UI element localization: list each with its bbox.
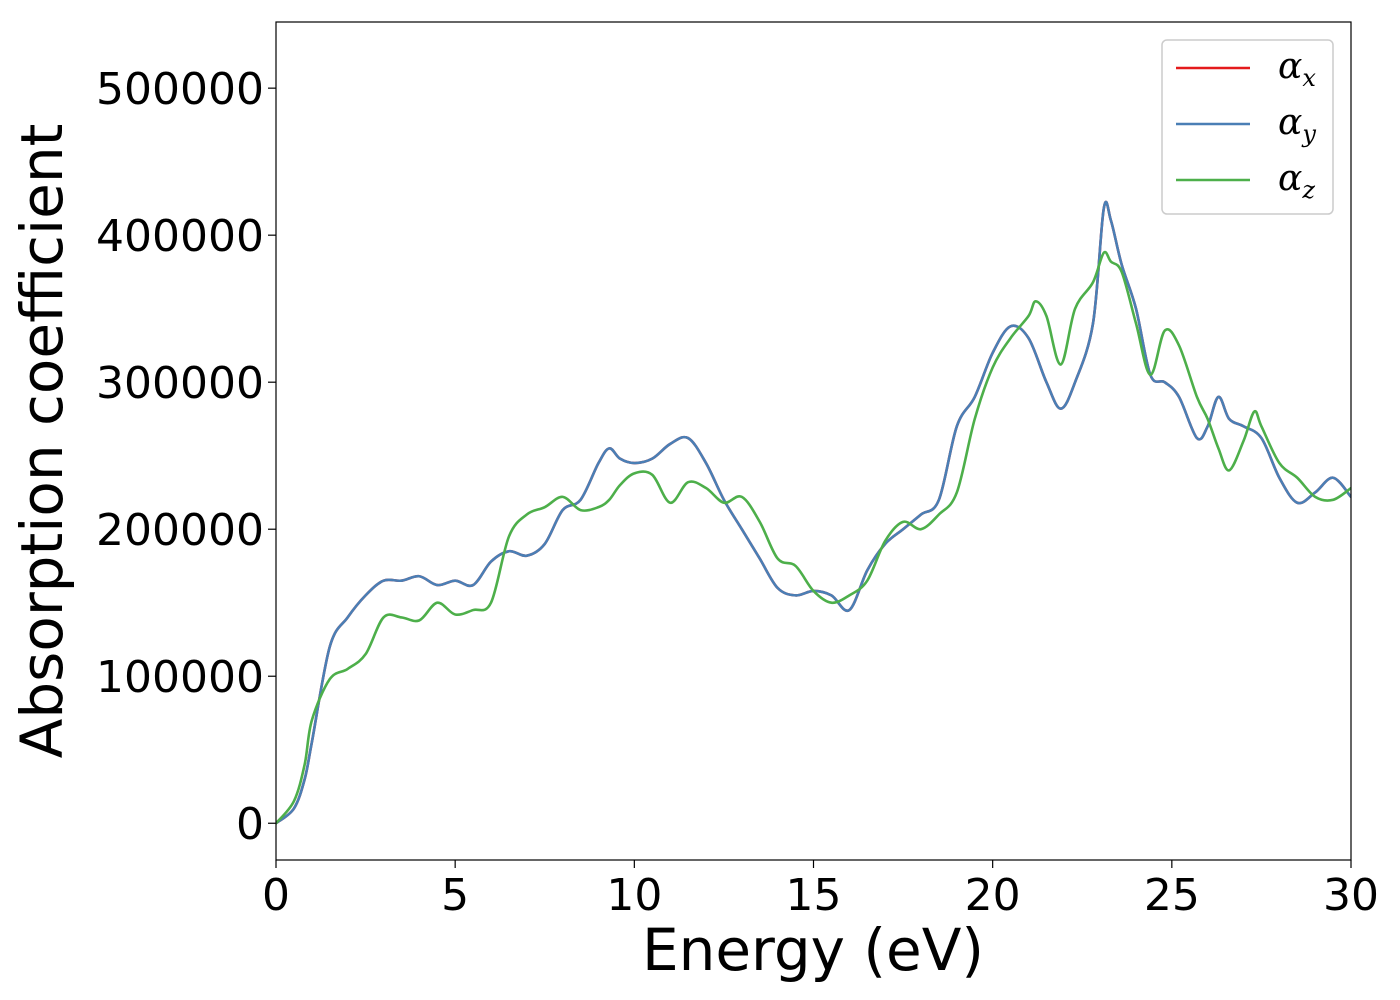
x-axis: 0 5 10 15 20 25 30 <box>262 860 1379 921</box>
x-tick-label: 20 <box>965 870 1021 921</box>
y-axis: 0 100000 200000 300000 400000 500000 <box>96 64 276 850</box>
y-tick-label: 400000 <box>96 211 264 262</box>
x-tick-label: 25 <box>1144 870 1200 921</box>
series-group <box>276 200 1351 825</box>
series-line-alpha-x <box>276 200 1351 825</box>
x-tick-label: 0 <box>262 870 290 921</box>
x-tick-label: 30 <box>1323 870 1379 921</box>
series-line-alpha-z <box>276 250 1351 825</box>
x-tick-label: 5 <box>441 870 469 921</box>
x-axis-label: Energy (eV) <box>642 916 984 984</box>
series-line-alpha-y <box>276 200 1351 825</box>
y-tick-label: 100000 <box>96 652 264 703</box>
x-tick-label: 15 <box>786 870 842 921</box>
y-tick-label: 500000 <box>96 64 264 115</box>
y-tick-label: 0 <box>236 799 264 850</box>
x-tick-label: 10 <box>606 870 662 921</box>
y-axis-label: Absorption coefficient <box>8 124 76 759</box>
legend-box <box>1161 39 1334 215</box>
legend-label-alpha-z: αz <box>1278 158 1315 204</box>
y-tick-label: 200000 <box>96 505 264 556</box>
y-tick-label: 300000 <box>96 358 264 409</box>
